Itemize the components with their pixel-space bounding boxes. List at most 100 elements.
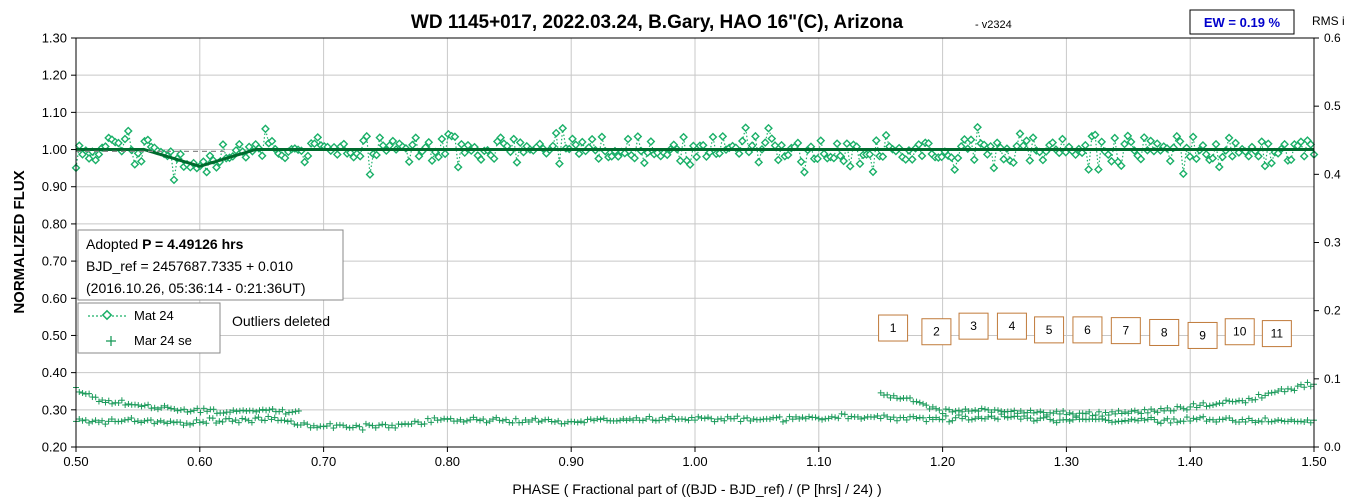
series-1-point [734, 149, 744, 159]
series-1-point [796, 157, 806, 167]
series-1-point [437, 134, 447, 144]
series-1-point [662, 150, 672, 160]
series-1-point [257, 151, 267, 161]
series-1-point [999, 154, 1009, 164]
x-tick-label: 0.80 [435, 454, 460, 469]
series-1-point [1263, 139, 1273, 149]
y-tick-label: 0.80 [42, 216, 67, 231]
series-1-point [1231, 138, 1240, 148]
series-1-point [332, 150, 342, 159]
series-1-point [800, 167, 809, 177]
series-1-point [950, 165, 960, 175]
series-1-point [1152, 139, 1162, 149]
series-1-point [751, 131, 760, 141]
legend: Mat 24 Mar 24 se [77, 302, 221, 354]
series-1-point [241, 152, 251, 162]
series-1-point [388, 136, 398, 146]
x-tick-label: 1.20 [930, 454, 955, 469]
series-1-point [646, 137, 656, 146]
series-1-point [865, 149, 875, 159]
series-1-point [1123, 131, 1133, 141]
y-axis-label: NORMALIZED FLUX [11, 170, 28, 313]
series-1-point [741, 123, 751, 133]
series-1-point [568, 134, 577, 144]
series-1-point [91, 155, 100, 165]
series-1-point [842, 139, 852, 149]
series-1-point [1038, 155, 1048, 165]
series-1-point [754, 157, 764, 167]
marker-box [878, 314, 909, 342]
marker-box-label: 3 [970, 319, 977, 333]
y-right-tick-label: 0.1 [1324, 372, 1341, 386]
series-1-point [1175, 137, 1185, 146]
series-1-point [630, 153, 639, 163]
marker-box-label: 6 [1084, 323, 1091, 337]
series-1-point [966, 135, 976, 145]
series-1-point [633, 132, 643, 141]
series-1-point [1280, 139, 1289, 149]
info-bjd-ref: BJD_ref = 2457687.7335 + 0.010 [86, 258, 293, 274]
marker-box-label: 10 [1233, 325, 1247, 339]
y-tick-label: 0.40 [42, 365, 67, 380]
series-1-point [698, 140, 708, 150]
x-axis-label: PHASE ( Fractional part of ((BJD - BJD_r… [512, 481, 881, 497]
series-1-point [362, 131, 372, 141]
series-1-point [1218, 152, 1227, 162]
x-tick-label: 1.10 [806, 454, 831, 469]
y-tick-label: 1.20 [42, 68, 67, 83]
series-1-point [1025, 156, 1035, 165]
series-1-point [607, 151, 617, 161]
series-1-point [74, 141, 84, 151]
series-1-point [708, 132, 718, 142]
series-1-point [1028, 133, 1038, 143]
series-1-point [489, 154, 499, 163]
marker-box-label: 7 [1122, 324, 1129, 338]
series-1-point [535, 139, 545, 149]
series-1-point [917, 151, 927, 161]
series-1-point [692, 152, 702, 162]
right-axis-label: RMS i [1312, 14, 1345, 28]
series-1-point [1165, 156, 1175, 166]
series-1-point [404, 157, 414, 167]
series-1-point [737, 136, 747, 146]
series-1-point [502, 141, 512, 151]
y-tick-label: 0.90 [42, 179, 67, 194]
series-1-point [1120, 139, 1129, 149]
x-tick-label: 0.90 [559, 454, 584, 469]
series-1-point [509, 134, 519, 144]
series-1-point [881, 130, 891, 140]
series-1-point [688, 141, 698, 151]
series-1-point [679, 132, 688, 142]
series-1-point [375, 133, 385, 143]
series-1-point [1208, 153, 1218, 163]
series-1-point [1306, 140, 1316, 149]
series-1-point [1012, 141, 1022, 151]
series-1-point [1172, 131, 1182, 141]
series-1-point [1201, 149, 1211, 159]
marker-box [1224, 318, 1255, 346]
y-right-tick-label: 0.5 [1324, 99, 1341, 113]
series-1-point [597, 132, 607, 142]
series-1-point [982, 150, 992, 159]
series-1-point [300, 157, 310, 167]
series-1-point [574, 149, 584, 159]
series-1-point [313, 132, 323, 142]
series-1-point [973, 122, 982, 132]
series-1-point [839, 156, 849, 166]
series-1-point [1009, 158, 1018, 168]
series-1-point [267, 136, 277, 146]
series-1-point [1214, 162, 1224, 172]
series-1-point [120, 134, 130, 144]
series-1-point [986, 141, 996, 151]
plot-frame [75, 37, 1315, 448]
series-1-point [587, 134, 597, 144]
data-layer [71, 122, 1319, 433]
y-tick-label: 0.70 [42, 254, 67, 269]
series-1-point [960, 134, 969, 144]
series-1-point [1110, 133, 1120, 143]
series-1-point [816, 136, 826, 146]
series-1-point [901, 155, 911, 164]
series-1-point [303, 151, 313, 161]
series-1-point [760, 138, 770, 148]
